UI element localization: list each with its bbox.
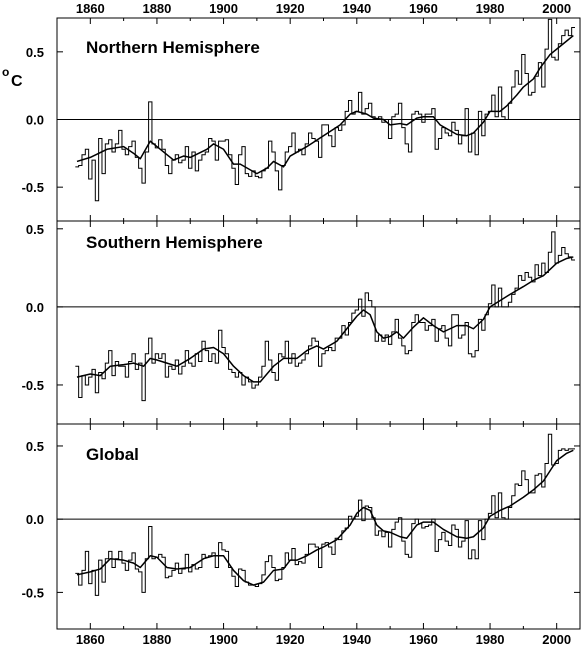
x-tick-label-top: 2000 xyxy=(542,1,571,16)
x-tick-label-bottom: 1960 xyxy=(409,632,438,646)
panel-title: Northern Hemisphere xyxy=(86,38,260,57)
x-tick-label-top: 1860 xyxy=(76,1,105,16)
y-tick-label: 0.0 xyxy=(26,300,44,315)
panel-title: Global xyxy=(86,445,139,464)
smoothed-series-line xyxy=(76,35,574,175)
panel-frame xyxy=(56,423,581,630)
y-tick-label: 0.0 xyxy=(26,512,44,527)
y-tick-label: 0.5 xyxy=(26,45,44,60)
x-tick-label-top: 1980 xyxy=(476,1,505,16)
smoothed-series-line xyxy=(76,449,574,586)
x-tick-label-bottom: 1920 xyxy=(276,632,305,646)
y-tick-label: 0.5 xyxy=(26,439,44,454)
x-tick-label-bottom: 2000 xyxy=(542,632,571,646)
x-tick-label-top: 1940 xyxy=(342,1,371,16)
panel-1: -0.5 0.0 0.5 Northern Hemisphere xyxy=(22,17,581,222)
x-tick-label-bottom: 1900 xyxy=(209,632,238,646)
annual-series-line xyxy=(75,433,575,596)
panel-3: -0.5 0.0 0.5 Global xyxy=(22,423,581,630)
y-tick-label: -0.5 xyxy=(22,378,44,393)
annual-series-line xyxy=(75,231,575,402)
x-tick-label-bottom: 1860 xyxy=(76,632,105,646)
unit-celsius-letter: C xyxy=(11,73,23,90)
unit-degree-mark: o xyxy=(2,65,9,79)
x-tick-label-bottom: 1980 xyxy=(476,632,505,646)
x-tick-label-bottom: 1880 xyxy=(142,632,171,646)
annual-series-line xyxy=(75,18,575,202)
panel-2: -0.5 0.0 0.5 Southern Hemisphere xyxy=(22,220,581,425)
y-tick-label: 0.0 xyxy=(26,113,44,128)
smoothed-series-line xyxy=(76,256,574,383)
x-tick-label-top: 1880 xyxy=(142,1,171,16)
x-tick-label-top: 1960 xyxy=(409,1,438,16)
y-tick-label: -0.5 xyxy=(22,585,44,600)
panel-title: Southern Hemisphere xyxy=(86,233,263,252)
x-tick-label-top: 1900 xyxy=(209,1,238,16)
y-tick-label: -0.5 xyxy=(22,180,44,195)
y-tick-label: 0.5 xyxy=(26,222,44,237)
x-tick-label-top: 1920 xyxy=(276,1,305,16)
x-tick-label-bottom: 1940 xyxy=(342,632,371,646)
